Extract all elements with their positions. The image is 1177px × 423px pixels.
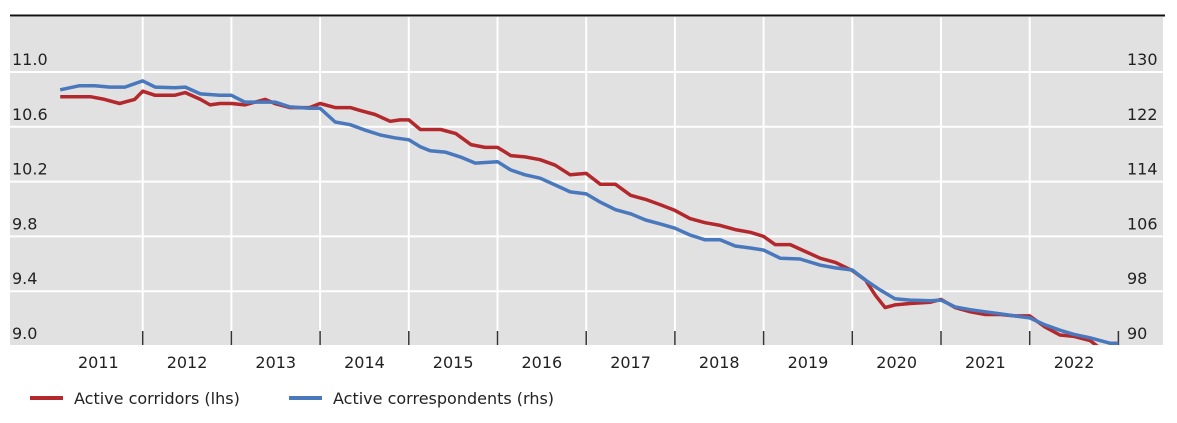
y-right-tick-label: 122 [1127, 105, 1158, 124]
y-left-tick-label: 9.4 [12, 269, 37, 288]
x-tick-label: 2021 [965, 353, 1006, 372]
y-left-tick-label: 10.2 [12, 160, 48, 179]
legend: Active corridors (lhs) Active correspond… [30, 389, 554, 408]
x-tick-label: 2011 [78, 353, 119, 372]
y-left-tick-label: 11.0 [12, 50, 48, 69]
y-left-tick-label: 9.0 [12, 324, 37, 343]
legend-label-corridors: Active corridors (lhs) [74, 389, 240, 408]
y-right-tick-label: 106 [1127, 214, 1158, 233]
x-tick-label: 2012 [167, 353, 208, 372]
y-left-tick-label: 10.6 [12, 105, 48, 124]
y-right-tick-label: 98 [1127, 269, 1147, 288]
x-tick-label: 2020 [876, 353, 917, 372]
x-tick-label: 2019 [788, 353, 829, 372]
x-tick-label: 2017 [610, 353, 651, 372]
y-left-tick-label: 9.8 [12, 214, 37, 233]
y-right-tick-label: 114 [1127, 160, 1158, 179]
legend-label-correspondents: Active correspondents (rhs) [333, 389, 554, 408]
x-tick-label: 2015 [433, 353, 474, 372]
x-tick-label: 2022 [1054, 353, 1095, 372]
x-tick-label: 2013 [255, 353, 296, 372]
x-tick-label: 2016 [521, 353, 562, 372]
y-right-tick-label: 130 [1127, 50, 1158, 69]
x-tick-label: 2014 [344, 353, 385, 372]
y-right-tick-label: 90 [1127, 324, 1147, 343]
series-line-correspondents [59, 79, 1119, 345]
x-tick-label: 2018 [699, 353, 740, 372]
